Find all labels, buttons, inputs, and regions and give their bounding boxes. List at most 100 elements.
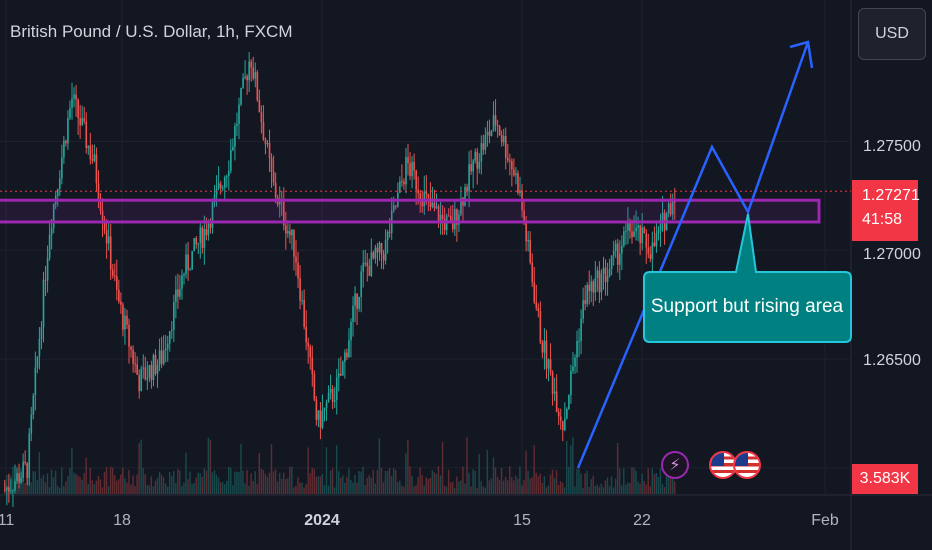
candle-body <box>488 131 491 136</box>
candle-body <box>285 225 287 234</box>
candle-body <box>291 229 293 236</box>
candle-body <box>244 76 246 78</box>
candle-body <box>287 231 289 234</box>
candle-body <box>32 395 35 415</box>
candle-body <box>69 107 71 118</box>
volume-bar <box>348 468 350 494</box>
candle-body <box>627 221 629 231</box>
volume-bar <box>616 443 619 494</box>
volume-bar <box>282 472 285 494</box>
volume-bar <box>107 486 110 494</box>
volume-bar <box>586 470 588 494</box>
candle-body <box>476 151 479 169</box>
candle-body <box>557 411 560 417</box>
volume-bar <box>466 437 468 494</box>
candle-body <box>289 231 291 236</box>
candle-body <box>454 209 456 230</box>
volume-bar <box>175 482 177 494</box>
volume-bar <box>429 477 432 494</box>
volume-bar <box>207 437 210 494</box>
candle-body <box>344 352 346 362</box>
candle-body <box>425 191 428 195</box>
candle-body <box>564 418 566 431</box>
candle-body <box>537 308 540 311</box>
candle-body <box>134 363 136 365</box>
volume-bar <box>531 477 533 494</box>
candle-body <box>502 135 505 143</box>
candle-body <box>293 229 295 257</box>
volume-bar <box>464 483 466 494</box>
volume-bar <box>38 452 41 494</box>
candle-body <box>362 262 365 272</box>
volume-bar <box>130 484 132 494</box>
volume-bar <box>539 473 541 494</box>
volume-bar <box>164 483 167 494</box>
volume-bar <box>150 476 153 494</box>
candle-body <box>600 273 603 293</box>
volume-bar <box>543 476 546 494</box>
volume-bar <box>118 479 120 494</box>
candle-body <box>352 305 354 322</box>
volume-badge: 3.583K <box>852 464 918 494</box>
candle-body <box>549 359 552 373</box>
candle-body <box>447 215 450 217</box>
lightning-icon[interactable]: ⚡ <box>661 451 689 479</box>
candle-body <box>12 490 14 492</box>
volume-bar <box>665 470 668 494</box>
currency-button[interactable]: USD <box>858 8 926 60</box>
volume-bar <box>566 440 568 494</box>
candle-body <box>48 234 51 258</box>
last-price-value: 1.27271 <box>862 187 920 204</box>
volume-bar <box>623 468 625 494</box>
volume-bar <box>193 483 195 494</box>
candle-body <box>6 487 8 490</box>
candle-body <box>329 388 332 393</box>
volume-bar <box>254 471 256 494</box>
volume-bar <box>262 469 265 494</box>
us-flag-icon[interactable] <box>733 451 761 479</box>
candle-body <box>625 230 627 232</box>
candle-body <box>83 118 86 122</box>
volume-bar <box>529 478 531 494</box>
candle-body <box>303 300 305 327</box>
candle-body <box>517 173 519 194</box>
candle-body <box>433 202 436 209</box>
volume-bar <box>236 471 238 494</box>
volume-bar <box>417 477 419 494</box>
volume-bar <box>97 475 100 494</box>
candle-body <box>128 324 130 347</box>
volume-bar <box>561 482 564 494</box>
volume-bar <box>350 479 352 494</box>
volume-bar <box>486 450 489 494</box>
volume-bar <box>659 468 662 494</box>
volume-bar <box>618 468 621 494</box>
candle-body <box>124 315 126 330</box>
volume-bar <box>71 447 73 494</box>
volume-bar <box>87 483 89 494</box>
candle-body <box>201 227 204 248</box>
candle-body <box>20 477 22 483</box>
volume-bar <box>405 453 407 494</box>
volume-bar <box>46 473 49 494</box>
volume-bar <box>242 470 244 494</box>
volume-bar <box>18 484 20 494</box>
volume-bar <box>401 485 403 494</box>
volume-bar <box>498 479 501 494</box>
volume-bar <box>126 482 128 494</box>
volume-bar <box>584 473 586 494</box>
candle-body <box>203 229 206 248</box>
candle-body <box>85 121 88 149</box>
candlesticks <box>4 52 676 507</box>
volume-bar <box>225 480 228 494</box>
candle-body <box>533 282 536 303</box>
us-flag-icon[interactable] <box>709 451 737 479</box>
candle-body <box>299 278 301 301</box>
volume-bar <box>12 466 14 494</box>
price-tick-label: 1.26500 <box>863 352 921 369</box>
volume-bar <box>287 478 289 494</box>
volume-bar <box>307 447 309 494</box>
candle-body <box>254 72 257 79</box>
price-tick-label: 1.27000 <box>863 246 921 263</box>
candle-body <box>498 126 501 136</box>
